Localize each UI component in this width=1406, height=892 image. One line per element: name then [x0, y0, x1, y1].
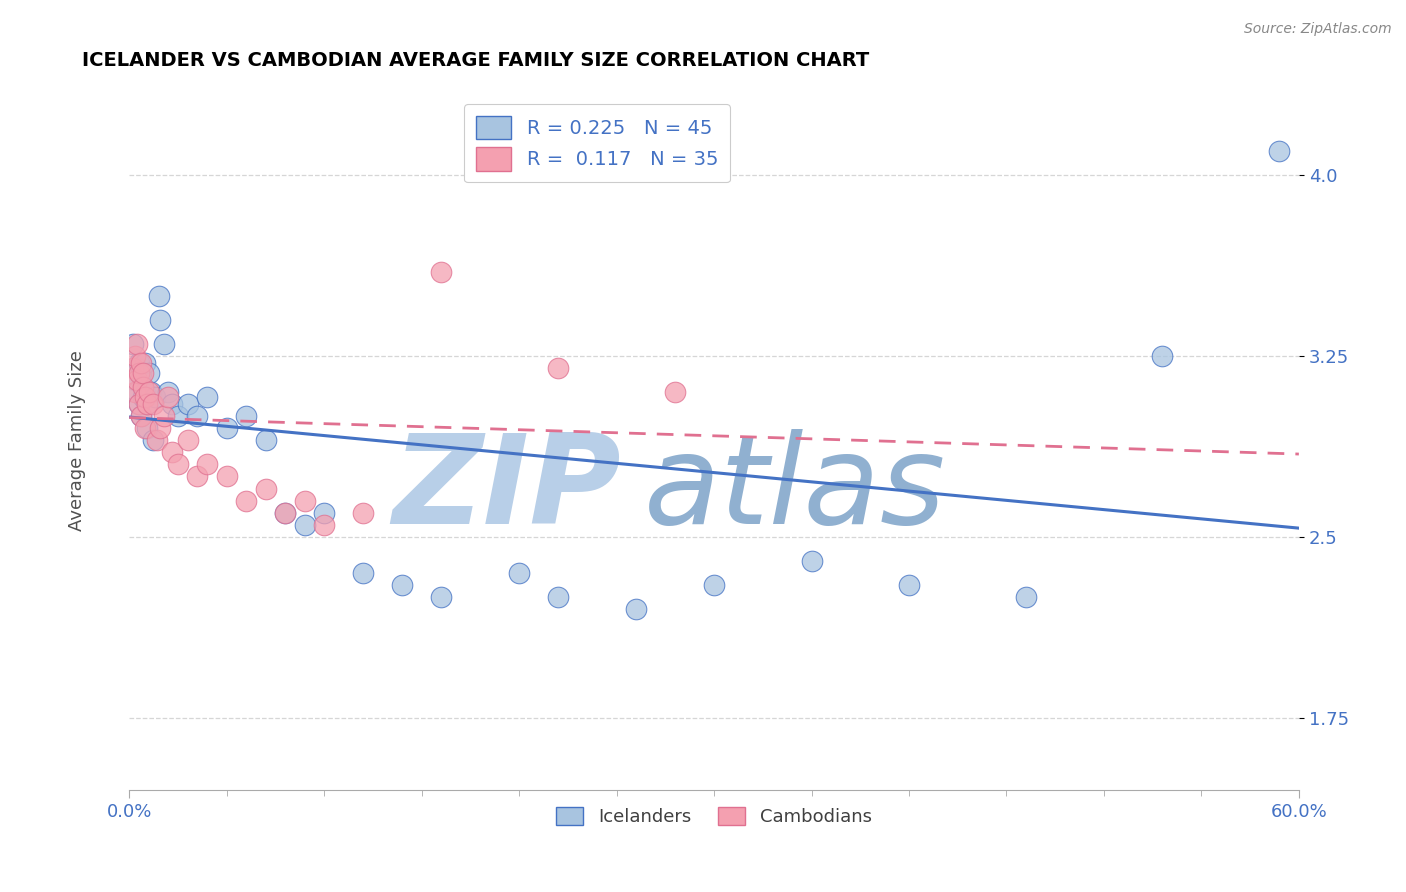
Point	[129, 356, 152, 370]
Point	[125, 385, 148, 400]
Point	[430, 264, 453, 278]
Point	[122, 361, 145, 376]
Point	[314, 506, 336, 520]
Point	[157, 390, 180, 404]
Point	[143, 390, 166, 404]
Point	[153, 336, 176, 351]
Point	[160, 445, 183, 459]
Point	[254, 482, 277, 496]
Point	[122, 336, 145, 351]
Point	[124, 349, 146, 363]
Point	[1268, 144, 1291, 158]
Point	[149, 312, 172, 326]
Point	[128, 397, 150, 411]
Point	[153, 409, 176, 424]
Point	[129, 366, 152, 380]
Point	[186, 469, 208, 483]
Point	[149, 421, 172, 435]
Point	[703, 578, 725, 592]
Point	[195, 458, 218, 472]
Point	[294, 493, 316, 508]
Point	[148, 288, 170, 302]
Point	[134, 356, 156, 370]
Point	[125, 336, 148, 351]
Point	[1015, 590, 1038, 604]
Point	[177, 434, 200, 448]
Point	[128, 366, 150, 380]
Point	[391, 578, 413, 592]
Point	[139, 385, 162, 400]
Point	[508, 566, 530, 580]
Point	[235, 409, 257, 424]
Point	[352, 566, 374, 580]
Text: ICELANDER VS CAMBODIAN AVERAGE FAMILY SIZE CORRELATION CHART: ICELANDER VS CAMBODIAN AVERAGE FAMILY SI…	[83, 51, 870, 70]
Point	[215, 469, 238, 483]
Point	[254, 434, 277, 448]
Point	[142, 434, 165, 448]
Point	[314, 517, 336, 532]
Point	[132, 390, 155, 404]
Point	[128, 356, 150, 370]
Point	[128, 397, 150, 411]
Point	[124, 385, 146, 400]
Point	[135, 397, 157, 411]
Point	[132, 380, 155, 394]
Point	[135, 397, 157, 411]
Point	[129, 409, 152, 424]
Point	[125, 361, 148, 376]
Point	[124, 373, 146, 387]
Point	[294, 517, 316, 532]
Point	[800, 554, 823, 568]
Text: ZIP: ZIP	[392, 429, 620, 549]
Point	[274, 506, 297, 520]
Text: Source: ZipAtlas.com: Source: ZipAtlas.com	[1244, 22, 1392, 37]
Point	[134, 385, 156, 400]
Point	[547, 590, 569, 604]
Point	[125, 373, 148, 387]
Point	[1152, 349, 1174, 363]
Point	[274, 506, 297, 520]
Point	[134, 390, 156, 404]
Point	[177, 397, 200, 411]
Text: atlas: atlas	[644, 429, 946, 549]
Point	[160, 397, 183, 411]
Point	[624, 602, 647, 616]
Point	[138, 385, 160, 400]
Point	[145, 434, 167, 448]
Point	[135, 421, 157, 435]
Point	[664, 385, 686, 400]
Point	[195, 390, 218, 404]
Point	[235, 493, 257, 508]
Point	[430, 590, 453, 604]
Legend: Icelanders, Cambodians: Icelanders, Cambodians	[550, 799, 879, 833]
Point	[157, 385, 180, 400]
Point	[352, 506, 374, 520]
Point	[167, 409, 190, 424]
Text: Average Family Size: Average Family Size	[67, 350, 86, 531]
Point	[898, 578, 921, 592]
Point	[134, 421, 156, 435]
Point	[167, 458, 190, 472]
Point	[132, 380, 155, 394]
Point	[547, 361, 569, 376]
Point	[138, 366, 160, 380]
Point	[215, 421, 238, 435]
Point	[129, 409, 152, 424]
Point	[132, 366, 155, 380]
Point	[142, 397, 165, 411]
Point	[186, 409, 208, 424]
